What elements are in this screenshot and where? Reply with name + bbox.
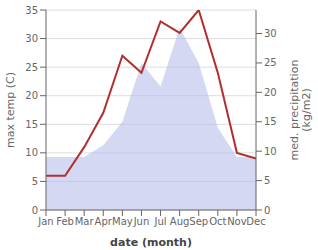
svg-text:Jul: Jul bbox=[154, 216, 167, 227]
svg-text:25: 25 bbox=[25, 62, 38, 73]
svg-text:med. precipitation(kg/m2): med. precipitation(kg/m2) bbox=[288, 60, 311, 161]
svg-text:25: 25 bbox=[264, 57, 277, 68]
svg-text:max temp (C): max temp (C) bbox=[8, 72, 17, 148]
svg-text:Dec: Dec bbox=[246, 216, 265, 227]
svg-text:20: 20 bbox=[25, 90, 38, 101]
svg-text:30: 30 bbox=[25, 33, 38, 44]
svg-text:35: 35 bbox=[25, 5, 38, 16]
svg-text:Sep: Sep bbox=[189, 216, 208, 227]
svg-text:Jun: Jun bbox=[133, 216, 150, 227]
svg-text:5: 5 bbox=[32, 176, 38, 187]
svg-text:10: 10 bbox=[264, 146, 277, 157]
svg-text:15: 15 bbox=[25, 119, 38, 130]
svg-text:Mar: Mar bbox=[75, 216, 95, 227]
svg-text:30: 30 bbox=[264, 28, 277, 39]
svg-text:0: 0 bbox=[32, 205, 38, 216]
svg-text:Oct: Oct bbox=[209, 216, 226, 227]
svg-text:5: 5 bbox=[264, 175, 270, 186]
svg-text:Jan: Jan bbox=[37, 216, 53, 227]
svg-text:20: 20 bbox=[264, 87, 277, 98]
svg-text:10: 10 bbox=[25, 147, 38, 158]
svg-text:Nov: Nov bbox=[227, 216, 247, 227]
svg-text:Apr: Apr bbox=[95, 216, 113, 227]
svg-text:15: 15 bbox=[264, 116, 277, 127]
svg-text:May: May bbox=[112, 216, 133, 227]
svg-text:date (month): date (month) bbox=[110, 236, 192, 249]
svg-text:Feb: Feb bbox=[56, 216, 74, 227]
svg-text:0: 0 bbox=[264, 205, 270, 216]
svg-text:Aug: Aug bbox=[170, 216, 190, 227]
